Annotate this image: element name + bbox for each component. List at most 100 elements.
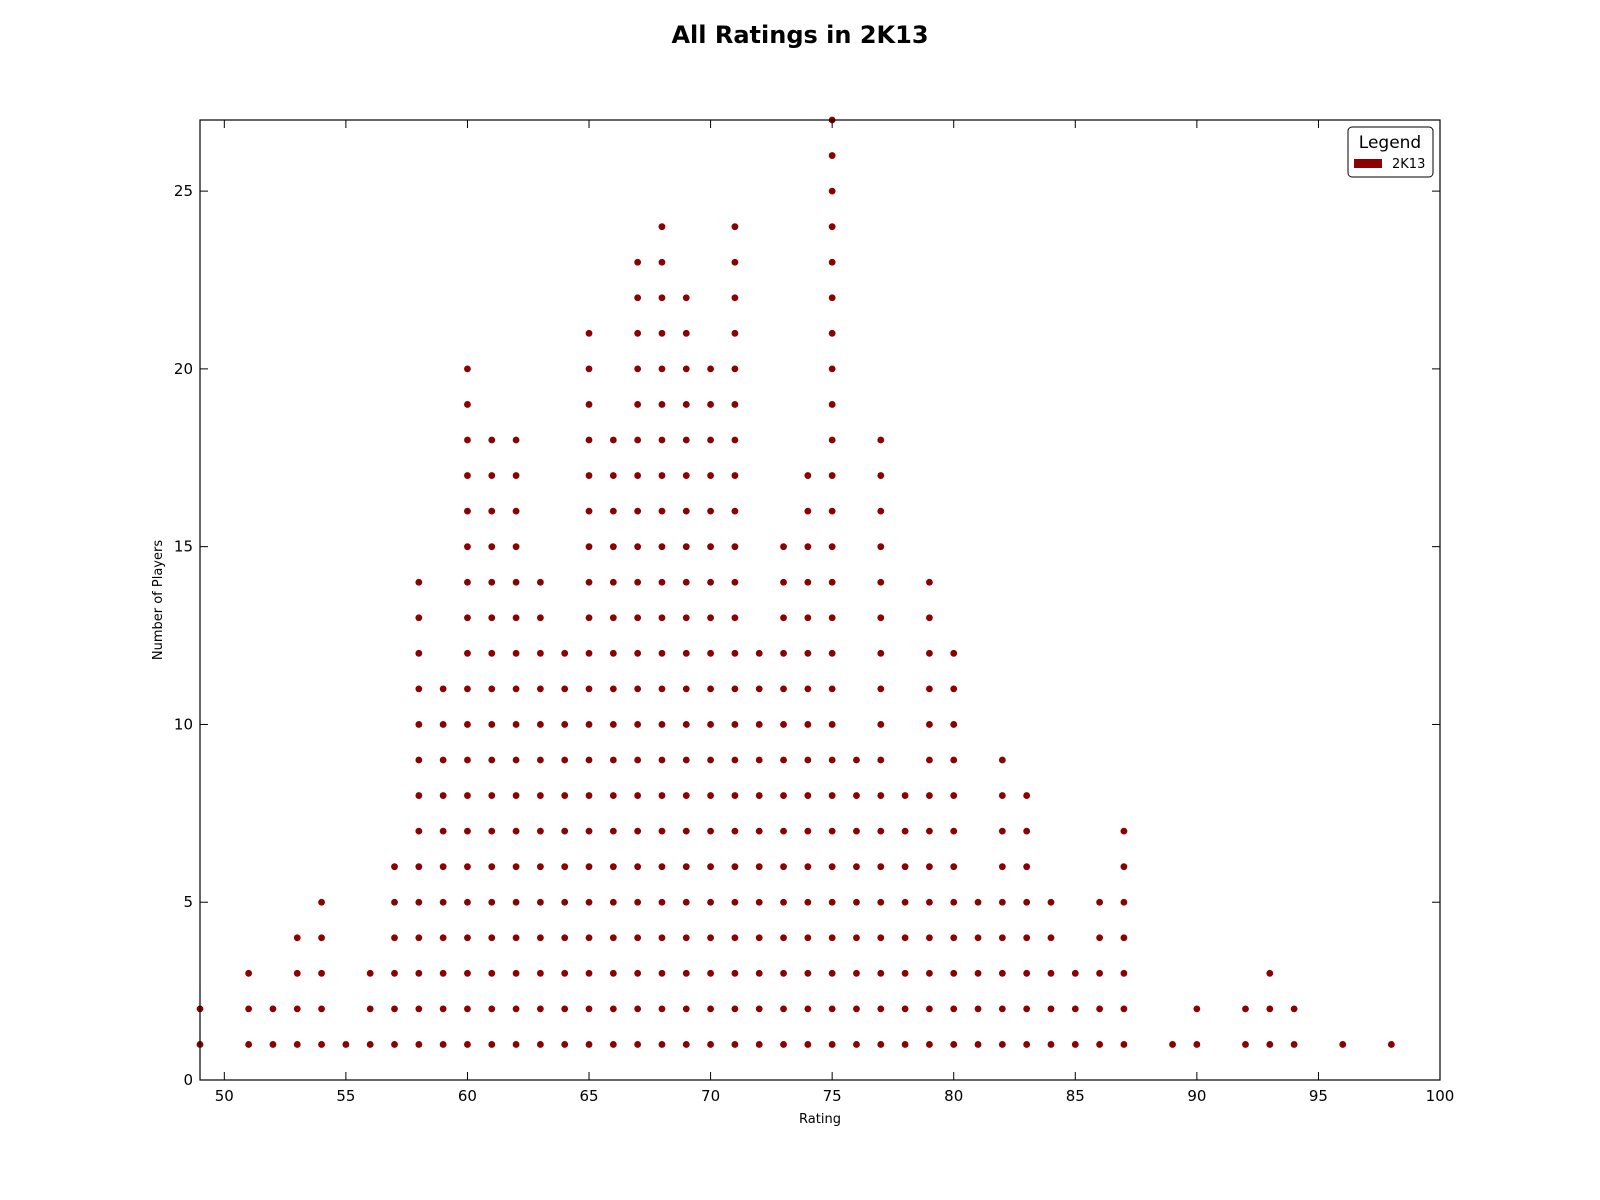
data-point (561, 1041, 569, 1048)
data-point (488, 827, 496, 835)
data-point (415, 792, 423, 799)
data-point (512, 721, 520, 728)
data-point (634, 507, 642, 515)
data-point (1193, 1005, 1201, 1013)
data-point (634, 436, 642, 444)
data-point (755, 969, 763, 977)
data-point (780, 934, 787, 942)
data-point (731, 436, 739, 444)
data-point (439, 685, 447, 693)
data-point (585, 649, 593, 657)
data-point (464, 721, 471, 728)
data-point (1047, 1041, 1055, 1048)
data-point (464, 1041, 471, 1048)
data-point (658, 543, 666, 551)
data-point (245, 1041, 253, 1048)
data-point (366, 969, 374, 977)
data-point (780, 792, 787, 799)
data-point (877, 436, 885, 444)
data-point (561, 649, 569, 657)
data-point (828, 721, 836, 728)
data-point (731, 507, 739, 515)
data-point (464, 934, 471, 942)
data-point (804, 721, 812, 728)
data-point (682, 827, 690, 835)
data-point (731, 1041, 739, 1048)
data-point (828, 543, 836, 551)
data-point (658, 1041, 666, 1048)
data-point (1266, 1041, 1274, 1048)
data-point (634, 543, 642, 551)
data-point (828, 152, 836, 159)
data-point (926, 1041, 933, 1048)
data-point (682, 898, 690, 906)
data-point (1023, 827, 1031, 835)
data-point (682, 472, 690, 479)
y-axis-label: Number of Players (151, 540, 166, 660)
data-point (707, 756, 714, 764)
data-point (950, 969, 958, 977)
data-point (926, 934, 933, 942)
data-point (926, 649, 933, 657)
data-point (780, 649, 787, 657)
data-point (828, 258, 836, 266)
data-point (561, 685, 569, 693)
data-point (585, 756, 593, 764)
data-point (245, 1005, 253, 1013)
x-tick-label: 55 (336, 1087, 355, 1105)
data-point (998, 934, 1006, 942)
data-point (950, 827, 958, 835)
data-point (512, 969, 520, 977)
data-point (682, 401, 690, 408)
data-point (828, 294, 836, 302)
data-point (561, 756, 569, 764)
data-point (609, 756, 617, 764)
data-point (245, 969, 253, 977)
data-point (828, 365, 836, 373)
data-point (634, 365, 642, 373)
data-point (415, 1005, 423, 1013)
data-point (464, 649, 471, 657)
data-point (1120, 827, 1128, 835)
data-point (439, 792, 447, 799)
data-point (488, 969, 496, 977)
data-point (877, 827, 885, 835)
data-point (682, 436, 690, 444)
data-point (1023, 1005, 1031, 1013)
x-tick-label: 90 (1187, 1087, 1206, 1105)
data-point (731, 827, 739, 835)
data-point (755, 1005, 763, 1013)
data-point (658, 863, 666, 871)
data-point (731, 721, 739, 728)
data-point (464, 756, 471, 764)
y-tick-label: 0 (183, 1071, 193, 1089)
data-point (731, 649, 739, 657)
data-point (974, 969, 982, 977)
data-point (828, 578, 836, 586)
data-point (488, 614, 496, 622)
data-point (707, 578, 714, 586)
data-point (998, 969, 1006, 977)
data-point (512, 685, 520, 693)
data-point (682, 329, 690, 337)
data-point (926, 792, 933, 799)
data-point (1071, 1005, 1079, 1013)
data-point (950, 1005, 958, 1013)
data-point (391, 898, 398, 906)
data-point (877, 649, 885, 657)
data-point (585, 507, 593, 515)
data-point (974, 934, 982, 942)
data-point (974, 1005, 982, 1013)
data-point (731, 329, 739, 337)
data-point (901, 1005, 909, 1013)
data-point (634, 969, 642, 977)
data-point (682, 969, 690, 977)
data-point (877, 756, 885, 764)
data-point (682, 863, 690, 871)
data-point (439, 969, 447, 977)
data-point (318, 898, 325, 906)
data-point (1047, 898, 1055, 906)
data-point (1047, 934, 1055, 942)
data-point (634, 792, 642, 799)
